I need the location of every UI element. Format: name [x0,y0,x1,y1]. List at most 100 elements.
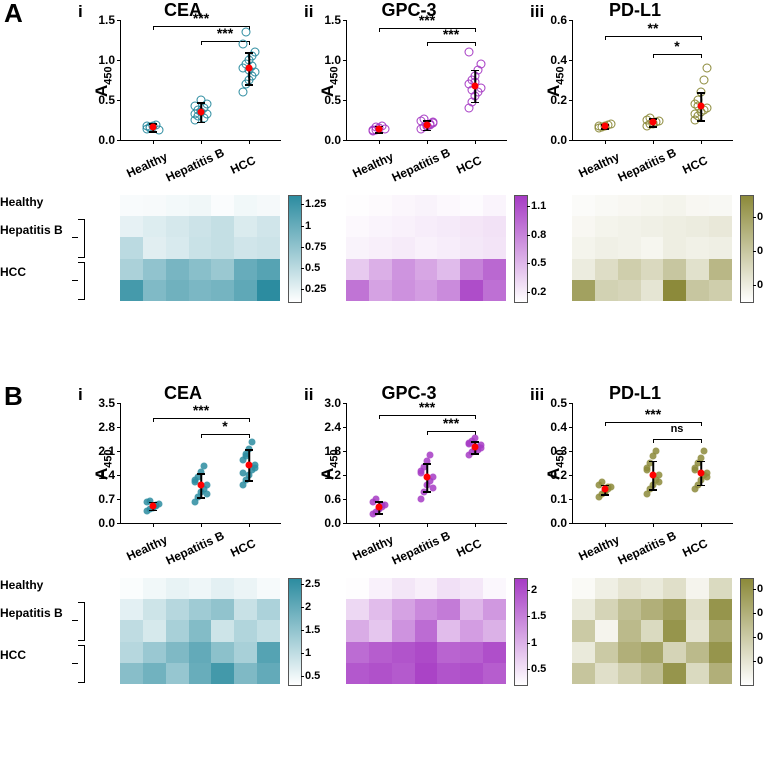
heatmap-cell [437,195,460,216]
x-category-label: HCC [680,536,709,560]
heatmap-cell [595,642,618,663]
ytick-label: 1.5 [98,13,121,27]
plot-area: 0.00.51.01.5HealthyHepatitis BHCC****** [346,20,507,141]
heatmap-cell [346,663,369,684]
significance-label: * [674,42,679,50]
sig-cap [475,42,476,46]
heatmap-cell [641,259,664,280]
data-point [653,448,660,455]
heatmap-cell [392,280,415,301]
data-point [477,60,486,69]
heatmap-cell [369,642,392,663]
section-B: BiCEAA4500.00.71.42.12.83.5HealthyHepati… [0,385,763,765]
sig-cap [605,422,606,426]
heatmap-cell [709,195,732,216]
heatmap-cell [166,663,189,684]
section-A: AiCEAA4500.00.51.01.5HealthyHepatitis BH… [0,2,763,382]
heatmap-cell [709,259,732,280]
heatmap-cell [663,195,686,216]
x-category-label: Hepatitis B [616,528,679,567]
heatmap-cell [257,259,280,280]
heatmap-cell [686,216,709,237]
ytick-label: 0.4 [550,420,573,434]
heatmap-cell [483,195,506,216]
heatmap-cell [618,599,641,620]
ytick-label: 0.5 [550,396,573,410]
heatmap-cell [143,195,166,216]
heatmap-cell [618,195,641,216]
bracket-stem [72,663,78,664]
data-point [240,470,247,477]
colorbar-tickline [527,590,530,591]
heatmap-cell [641,642,664,663]
significance-label: *** [419,16,435,24]
heatmap-cell [120,599,143,620]
heatmap-cell [572,578,595,599]
colorbar-tickline [527,643,530,644]
sig-cap [249,434,250,438]
heatmap-row-label: Healthy [0,578,43,592]
heatmap-cell [483,280,506,301]
xtick [475,140,476,144]
heatmap-cell [415,195,438,216]
heatmap-cell [166,620,189,641]
heatmap-cell [234,620,257,641]
heatmap-cell [211,195,234,216]
heatmap-cell [572,620,595,641]
heatmap-cell [663,599,686,620]
x-category-label: HCC [228,536,257,560]
data-point [204,490,211,497]
heatmap-cell [346,599,369,620]
bracket-stem [72,280,78,281]
data-point [201,463,208,470]
x-category-label: HCC [454,536,483,560]
colorbar: 0.511.52 [514,578,528,686]
ytick-label: 0.0 [324,516,347,530]
heatmap-cell [346,216,369,237]
significance-bar [153,26,249,27]
colorbar-tickline [527,616,530,617]
heatmap-B-0: 0.511.522.5 [120,578,280,684]
heatmap-cell [460,195,483,216]
heatmap-grid [120,578,280,684]
heatmap-cell [663,663,686,684]
group-bracket [78,219,85,257]
heatmap-cell [595,578,618,599]
x-category-label: Hepatitis B [390,145,453,184]
heatmap-cell [415,578,438,599]
significance-bar [379,415,475,416]
mean-marker [376,125,383,132]
heatmap-cell [189,259,212,280]
heatmap-cell [460,280,483,301]
heatmap-grid [572,195,732,301]
heatmap-row-labels: HealthyHepatitis BHCC [0,578,106,698]
heatmap-cell [483,259,506,280]
heatmap-cell [189,237,212,258]
error-cap [649,126,657,128]
colorbar-tickline [301,204,304,205]
heatmap-grid [572,578,732,684]
heatmap-cell [369,237,392,258]
heatmap-cell [369,259,392,280]
colorbar-tickline [301,226,304,227]
plot-area: 0.00.10.20.30.40.5HealthyHepatitis BHCC*… [572,403,733,524]
section-label-B: B [4,381,23,412]
error-cap [375,501,383,503]
heatmap-row-labels: HealthyHepatitis BHCC [0,195,106,315]
data-point [700,76,709,85]
heatmap-cell [437,280,460,301]
ytick-label: 0.6 [550,13,573,27]
heatmap-cell [709,216,732,237]
colorbar-tickline [301,268,304,269]
group-bracket [78,602,85,640]
ytick-label: 0.5 [324,93,347,107]
heatmap-cell [257,599,280,620]
colorbar-tick: 0.25 [301,283,326,295]
heatmap-cell [346,642,369,663]
ytick-label: 0.4 [550,53,573,67]
heatmap-cell [120,578,143,599]
sig-cap [201,434,202,438]
mean-marker [698,469,705,476]
heatmap-cell [663,620,686,641]
mean-marker [602,123,609,130]
